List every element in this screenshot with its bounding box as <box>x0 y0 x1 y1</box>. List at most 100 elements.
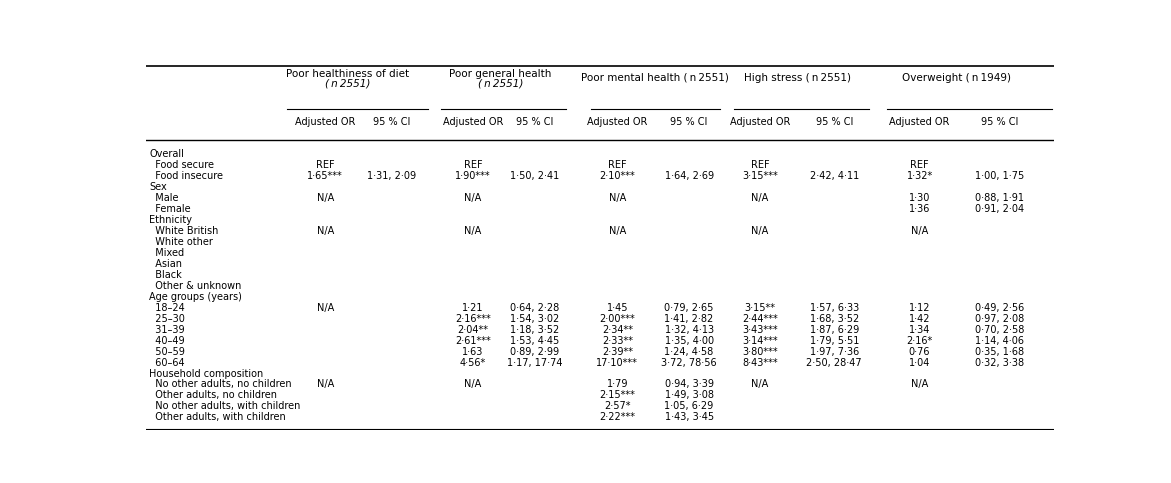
Text: No other adults, with children: No other adults, with children <box>149 401 301 412</box>
Text: Poor healthiness of diet: Poor healthiness of diet <box>286 69 410 79</box>
Text: Asian: Asian <box>149 259 183 269</box>
Text: 1·00, 1·75: 1·00, 1·75 <box>974 171 1025 181</box>
Text: N/A: N/A <box>465 193 481 203</box>
Text: Adjusted OR: Adjusted OR <box>890 117 950 128</box>
Text: 1·63: 1·63 <box>463 347 484 356</box>
Text: Age groups (years): Age groups (years) <box>149 292 242 302</box>
Text: Adjusted OR: Adjusted OR <box>587 117 648 128</box>
Text: N/A: N/A <box>911 380 929 389</box>
Text: Other adults, with children: Other adults, with children <box>149 412 286 423</box>
Text: 1·54, 3·02: 1·54, 3·02 <box>511 313 560 324</box>
Text: 1·64, 2·69: 1·64, 2·69 <box>664 171 713 181</box>
Text: 95 % CI: 95 % CI <box>815 117 852 128</box>
Text: N/A: N/A <box>609 226 626 236</box>
Text: 2·00***: 2·00*** <box>600 313 635 324</box>
Text: Poor general health: Poor general health <box>450 69 552 79</box>
Text: 3·15**: 3·15** <box>745 303 775 313</box>
Text: 2·57*: 2·57* <box>604 401 631 412</box>
Text: Overweight ( n 1949): Overweight ( n 1949) <box>903 73 1012 83</box>
Text: 1·12: 1·12 <box>909 303 930 313</box>
Text: REF: REF <box>608 160 626 170</box>
Text: White British: White British <box>149 226 219 236</box>
Text: N/A: N/A <box>752 380 768 389</box>
Text: 95 % CI: 95 % CI <box>516 117 554 128</box>
Text: 1·79: 1·79 <box>607 380 628 389</box>
Text: 3·80***: 3·80*** <box>742 347 778 356</box>
Text: 0·32, 3·38: 0·32, 3·38 <box>975 357 1023 368</box>
Text: 0·64, 2·28: 0·64, 2·28 <box>511 303 560 313</box>
Text: 1·34: 1·34 <box>909 325 930 335</box>
Text: 95 % CI: 95 % CI <box>981 117 1018 128</box>
Text: 2·16*: 2·16* <box>906 336 933 346</box>
Text: Food insecure: Food insecure <box>149 171 224 181</box>
Text: 1·53, 4·45: 1·53, 4·45 <box>511 336 560 346</box>
Text: Overall: Overall <box>149 149 184 159</box>
Text: Adjusted OR: Adjusted OR <box>295 117 355 128</box>
Text: 1·24, 4·58: 1·24, 4·58 <box>664 347 713 356</box>
Text: N/A: N/A <box>911 226 929 236</box>
Text: 1·41, 2·82: 1·41, 2·82 <box>664 313 713 324</box>
Text: N/A: N/A <box>609 193 626 203</box>
Text: 0·35, 1·68: 0·35, 1·68 <box>975 347 1023 356</box>
Text: 1·18, 3·52: 1·18, 3·52 <box>511 325 560 335</box>
Text: 2·16***: 2·16*** <box>456 313 491 324</box>
Text: 1·65***: 1·65*** <box>307 171 343 181</box>
Text: 2·50, 28·47: 2·50, 28·47 <box>807 357 862 368</box>
Text: 0·91, 2·04: 0·91, 2·04 <box>975 204 1023 214</box>
Text: 3·72, 78·56: 3·72, 78·56 <box>662 357 717 368</box>
Text: 0·76: 0·76 <box>909 347 930 356</box>
Text: 50–59: 50–59 <box>149 347 185 356</box>
Text: REF: REF <box>316 160 335 170</box>
Text: Adjusted OR: Adjusted OR <box>443 117 504 128</box>
Text: 1·68, 3·52: 1·68, 3·52 <box>809 313 858 324</box>
Text: 2·22***: 2·22*** <box>600 412 636 423</box>
Text: 1·35, 4·00: 1·35, 4·00 <box>664 336 713 346</box>
Text: 95 % CI: 95 % CI <box>372 117 410 128</box>
Text: Male: Male <box>149 193 179 203</box>
Text: 2·04**: 2·04** <box>458 325 488 335</box>
Text: N/A: N/A <box>316 226 334 236</box>
Text: REF: REF <box>464 160 482 170</box>
Text: 1·79, 5·51: 1·79, 5·51 <box>809 336 860 346</box>
Text: Female: Female <box>149 204 191 214</box>
Text: 1·05, 6·29: 1·05, 6·29 <box>664 401 713 412</box>
Text: 0·89, 2·99: 0·89, 2·99 <box>511 347 560 356</box>
Text: N/A: N/A <box>316 303 334 313</box>
Text: 60–64: 60–64 <box>149 357 185 368</box>
Text: 0·70, 2·58: 0·70, 2·58 <box>974 325 1025 335</box>
Text: 8·43***: 8·43*** <box>742 357 778 368</box>
Text: N/A: N/A <box>316 193 334 203</box>
Text: Poor mental health ( n 2551): Poor mental health ( n 2551) <box>581 73 728 83</box>
Text: 2·10***: 2·10*** <box>600 171 635 181</box>
Text: 2·34**: 2·34** <box>602 325 632 335</box>
Text: 0·49, 2·56: 0·49, 2·56 <box>974 303 1025 313</box>
Text: 18–24: 18–24 <box>149 303 185 313</box>
Text: 0·94, 3·39: 0·94, 3·39 <box>665 380 713 389</box>
Text: 95 % CI: 95 % CI <box>670 117 707 128</box>
Text: Household composition: Household composition <box>149 369 263 379</box>
Text: REF: REF <box>910 160 929 170</box>
Text: 2·61***: 2·61*** <box>456 336 491 346</box>
Text: 3·15***: 3·15*** <box>742 171 778 181</box>
Text: 1·43, 3·45: 1·43, 3·45 <box>664 412 713 423</box>
Text: N/A: N/A <box>465 380 481 389</box>
Text: ( n 2551): ( n 2551) <box>478 78 523 88</box>
Text: 1·97, 7·36: 1·97, 7·36 <box>809 347 858 356</box>
Text: 25–30: 25–30 <box>149 313 185 324</box>
Text: High stress ( n 2551): High stress ( n 2551) <box>745 73 851 83</box>
Text: 1·45: 1·45 <box>607 303 628 313</box>
Text: 1·57, 6·33: 1·57, 6·33 <box>809 303 858 313</box>
Text: 0·88, 1·91: 0·88, 1·91 <box>975 193 1023 203</box>
Text: Ethnicity: Ethnicity <box>149 215 192 225</box>
Text: Food secure: Food secure <box>149 160 214 170</box>
Text: N/A: N/A <box>752 193 768 203</box>
Text: Black: Black <box>149 270 182 280</box>
Text: 17·10***: 17·10*** <box>596 357 638 368</box>
Text: REF: REF <box>751 160 769 170</box>
Text: Mixed: Mixed <box>149 248 184 258</box>
Text: N/A: N/A <box>316 380 334 389</box>
Text: Other adults, no children: Other adults, no children <box>149 390 278 400</box>
Text: 1·36: 1·36 <box>909 204 930 214</box>
Text: 3·14***: 3·14*** <box>742 336 778 346</box>
Text: 1·42: 1·42 <box>909 313 930 324</box>
